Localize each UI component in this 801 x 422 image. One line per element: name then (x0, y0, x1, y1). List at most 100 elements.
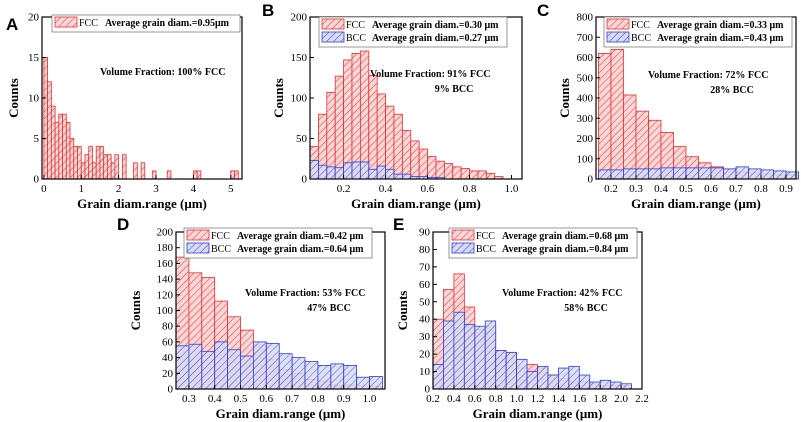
legend-swatch-fcc (321, 18, 345, 30)
bar-fcc (166, 170, 172, 180)
volume-fraction-annotation: Volume Fraction: 91% FCC (370, 69, 490, 80)
x-tick-label: 0.8 (489, 393, 503, 405)
bar-bcc (495, 350, 507, 390)
x-tick-label: 1.8 (593, 393, 607, 405)
legend-name: FCC (346, 20, 365, 31)
legend-box (448, 227, 638, 259)
y-tick-label: 120 (157, 289, 174, 301)
bar-fcc (43, 57, 49, 180)
bar-bcc (376, 165, 386, 180)
legend: FCC Average grain diam.=0.42 μm BCC Average… (183, 227, 373, 259)
bar-bcc (401, 173, 412, 180)
panel-letter: B (262, 1, 274, 20)
bar-bcc (599, 379, 612, 390)
bar-bcc (334, 167, 344, 180)
bar-bcc (610, 169, 624, 180)
bar-fcc (469, 170, 479, 180)
bar-bcc (326, 166, 336, 180)
y-tick-label: 0 (588, 174, 594, 186)
series-fcc (598, 49, 799, 180)
bar-bcc (773, 170, 787, 180)
x-tick-label: 0.6 (259, 393, 273, 405)
bar-fcc (610, 49, 624, 180)
legend-name: BCC (211, 244, 231, 255)
legend-text: Average grain diam.=0.68 μm (502, 231, 629, 242)
bar-fcc (54, 121, 60, 180)
legend-text: Average grain diam.=0.27 μm (372, 33, 499, 44)
y-tick-label: 100 (291, 93, 308, 105)
bar-bcc (188, 343, 203, 390)
y-tick-label: 700 (577, 32, 594, 44)
bar-fcc (73, 146, 78, 180)
bar-fcc (65, 121, 71, 180)
x-tick-label: 0.2 (337, 183, 351, 195)
y-tick-label: 90 (419, 227, 431, 239)
x-axis-label: Grain diam.range (μm) (351, 196, 481, 211)
bar-bcc (432, 364, 444, 390)
x-tick-label: 0 (41, 183, 47, 195)
panel-letter: E (393, 215, 404, 234)
bar-fcc (598, 53, 612, 180)
bar-bcc (474, 325, 486, 390)
panel-letter: C (537, 1, 549, 20)
bar-fcc (151, 170, 157, 180)
bar-bcc (598, 169, 612, 180)
legend-swatch-fcc (451, 229, 475, 241)
x-tick-label: 0.3 (629, 183, 643, 195)
x-axis-label: Grain diam.range (μm) (473, 406, 603, 421)
legend-swatch-bcc (606, 31, 630, 43)
series-bcc (432, 311, 632, 390)
bar-fcc (80, 162, 86, 180)
legend: FCC Average grain diam.=0.95μm (51, 14, 241, 33)
y-tick-label: 50 (296, 133, 308, 145)
x-tick-label: 0.8 (463, 183, 477, 195)
bar-fcc (193, 170, 198, 180)
panel-d: D 0 20 40 60 80 100 120 140 160 180 200 0.3 0.4 0.5 0.6… (117, 215, 386, 421)
bar-bcc (317, 164, 328, 180)
x-tick-label: 0.5 (234, 393, 248, 405)
y-tick-label: 10 (419, 366, 431, 378)
legend-name: BCC (346, 33, 366, 44)
bar-fcc (326, 91, 336, 180)
legend-swatch-fcc (606, 18, 630, 30)
legend-name: FCC (211, 231, 230, 242)
volume-fraction-annotation: 58% BCC (564, 303, 608, 314)
y-axis-label: Counts (6, 78, 21, 118)
bar-bcc (760, 169, 774, 180)
x-tick-label: 5 (228, 183, 234, 195)
bar-fcc (418, 148, 428, 180)
legend: FCC Average grain diam.=0.30 μm BCC Average… (318, 16, 508, 48)
bar-bcc (369, 376, 383, 390)
bar-bcc (368, 168, 378, 180)
legend-text: Average grain diam.=0.33 μm (657, 20, 784, 31)
legend-box (183, 227, 373, 259)
x-tick-label: 3 (153, 183, 159, 195)
bar-fcc (99, 146, 105, 180)
bar-fcc (351, 53, 361, 180)
y-tick-label: 15 (28, 52, 40, 64)
x-tick-label: 1 (79, 183, 85, 195)
y-tick-label: 80 (419, 244, 431, 256)
bar-fcc (47, 81, 52, 180)
bar-bcc (356, 376, 370, 390)
bar-bcc (214, 341, 229, 390)
y-tick-label: 10 (28, 93, 40, 105)
bar-fcc (121, 154, 127, 180)
bar-fcc (140, 162, 146, 180)
legend-name: FCC (79, 18, 98, 29)
bar-bcc (673, 167, 687, 180)
bar-bcc (317, 365, 332, 390)
y-tick-label: 40 (419, 314, 431, 326)
x-tick-label: 0.4 (654, 183, 668, 195)
legend-text: Average grain diam.=0.64 μm (237, 244, 364, 255)
bar-bcc (443, 320, 455, 390)
legend: FCC Average grain diam.=0.33 μm BCC Average… (603, 16, 793, 48)
y-tick-label: 20 (28, 12, 40, 24)
bar-bcc (343, 365, 358, 390)
panel-e: E 0 10 20 30 40 50 60 70 80 90 0.2 0.4 0.6 0.8 1.0 1.2 1.… (393, 215, 649, 421)
volume-fraction-annotation: Volume Fraction: 100% FCC (100, 67, 225, 78)
panel-letter: A (6, 15, 18, 34)
panel-b: B 0 50 100 150 200 0.2 0.4 0.6 0.8 1.0 Grain diam.r… (262, 1, 523, 211)
bar-fcc (623, 94, 637, 180)
